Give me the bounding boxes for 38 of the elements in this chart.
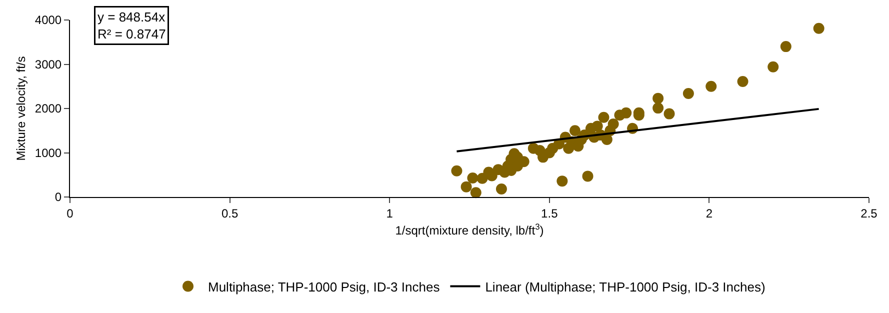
point [460, 181, 472, 192]
x-tick-label: 0.5 [221, 206, 238, 220]
point [652, 92, 664, 104]
point [737, 76, 748, 88]
x-tick-label: 1.5 [541, 206, 558, 220]
y-tick-label: 1000 [34, 146, 62, 160]
point [592, 120, 603, 132]
legend-label: Linear (Multiphase; THP-1000 Psig, ID-3 Inches) [485, 279, 766, 294]
point [467, 172, 478, 184]
point [556, 176, 568, 187]
point [569, 125, 580, 136]
y-tick-label: 2000 [34, 102, 62, 116]
point [470, 187, 482, 198]
point [582, 170, 594, 182]
x-tick-label: 1 [386, 206, 394, 220]
y-tick-label: 0 [54, 190, 62, 204]
point [451, 165, 462, 176]
y-axis-title: Mixture velocity, ft/s [14, 56, 28, 161]
y-tick-label: 4000 [34, 13, 62, 28]
point [682, 88, 694, 99]
point [601, 134, 612, 145]
point [813, 22, 824, 34]
point [598, 112, 610, 123]
y-tick-label: 3000 [34, 57, 62, 72]
point [780, 41, 792, 52]
x-tick-label: 0 [66, 206, 74, 220]
point [768, 61, 779, 72]
point [706, 80, 717, 92]
x-axis-title: 1/sqrt(mixture density, lb/ft$^{3}$) [395, 221, 544, 238]
point [608, 118, 619, 130]
point [664, 108, 675, 120]
x-tick-label: 2.5 [860, 206, 878, 220]
point [620, 107, 632, 118]
point [652, 102, 664, 114]
point [496, 184, 507, 195]
legend-label: Multiphase; THP-1000 Psig, ID-3 Inches [208, 279, 440, 294]
annotation: y = 848.54x R² = 0.8747 [98, 10, 166, 42]
x-tick-label: 2 [706, 206, 713, 220]
